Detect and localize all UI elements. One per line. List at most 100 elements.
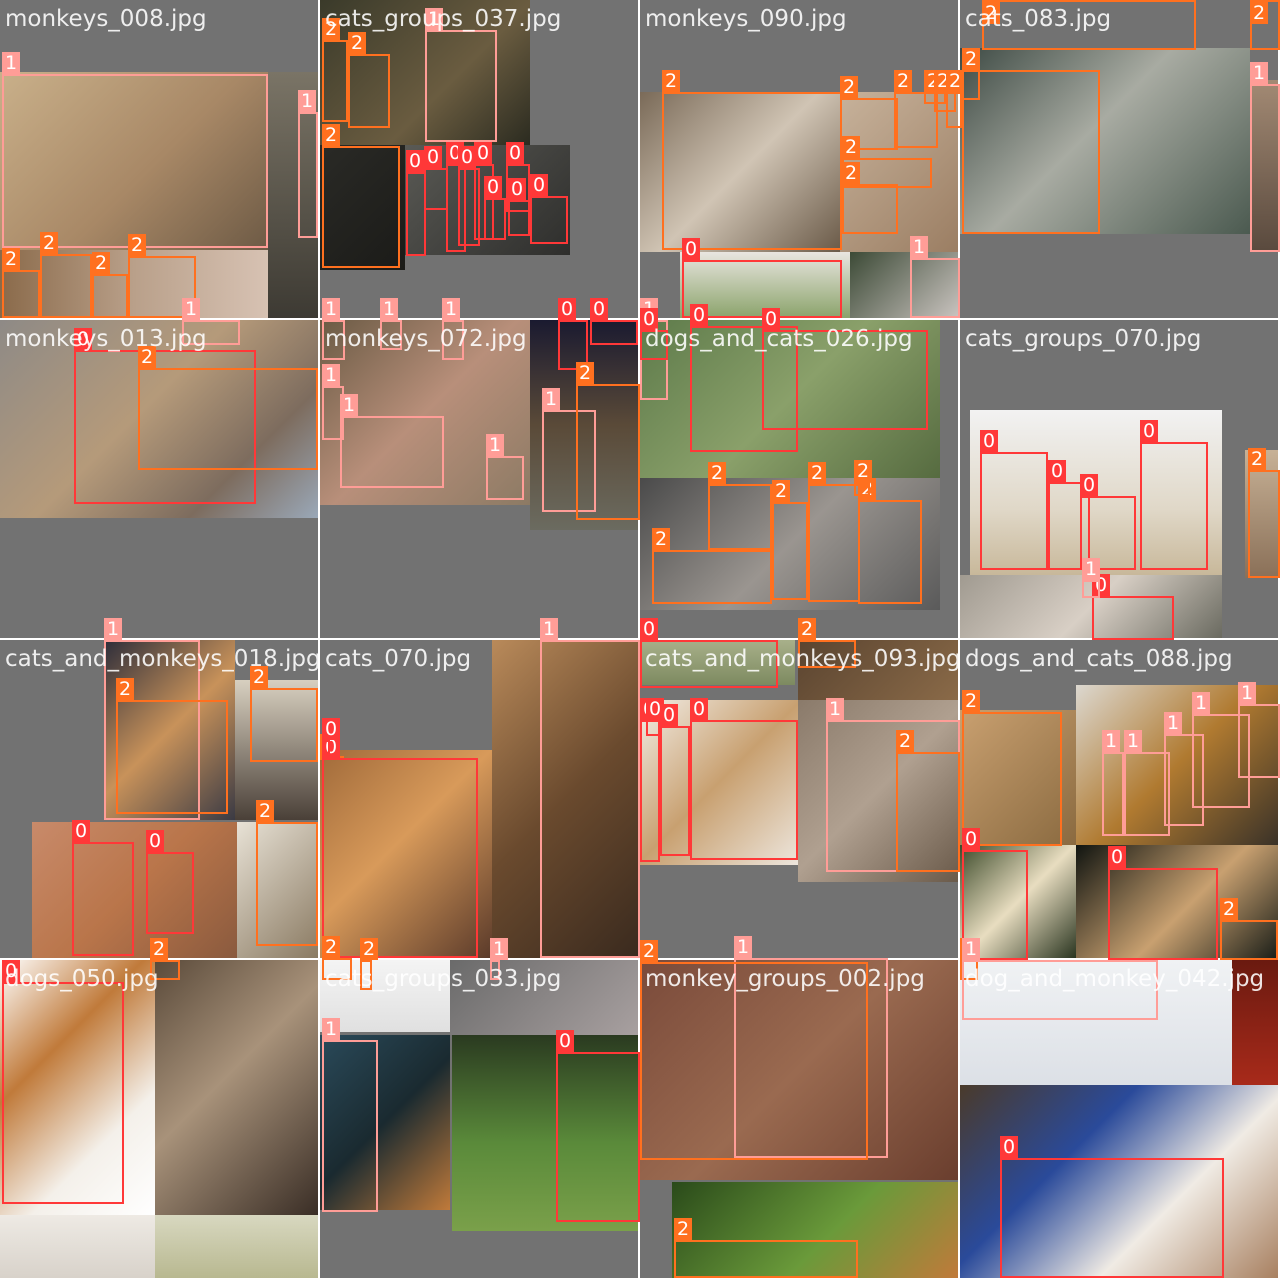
class-label: 1 — [910, 236, 928, 258]
class-label: 2 — [256, 800, 274, 822]
bounding-box: 0 — [146, 830, 194, 934]
cat-photo — [450, 960, 638, 1035]
bounding-box: 0 — [1140, 420, 1208, 570]
class-label: 2 — [1250, 2, 1268, 24]
bounding-box: 1 — [322, 1018, 378, 1212]
bounding-box: 0 — [322, 736, 478, 958]
bounding-box: 1 — [1192, 692, 1250, 808]
bounding-box: 2 — [842, 136, 932, 188]
image-filename: cats_and_monkeys_093.jpg — [645, 646, 958, 672]
class-label: 2 — [854, 460, 872, 482]
bounding-box: 0 — [2, 960, 124, 1204]
class-label: 0 — [690, 698, 708, 720]
bounding-box: 2 — [858, 478, 922, 604]
bounding-box: 1 — [486, 434, 524, 500]
bounding-box: 0 — [424, 146, 448, 210]
bounding-box: 2 — [1250, 0, 1280, 50]
class-label: 0 — [1108, 846, 1126, 868]
class-label: 2 — [92, 252, 110, 274]
bounding-box: 2 — [962, 48, 1100, 234]
monkeys-photo — [1076, 685, 1278, 845]
class-label: 1 — [490, 938, 508, 960]
class-label: 0 — [484, 176, 502, 198]
bounding-box: 1 — [1124, 730, 1170, 836]
cat-and-monkey-photo — [105, 640, 235, 820]
class-label: 1 — [2, 52, 20, 74]
bounding-box: 1 — [962, 938, 1158, 1020]
class-label: 2 — [40, 232, 58, 254]
bounding-box: 0 — [640, 698, 660, 862]
bounding-box: 2 — [652, 528, 772, 604]
bounding-box: 1 — [322, 364, 344, 440]
class-label: 2 — [896, 730, 914, 752]
bounding-box: 2 — [640, 940, 868, 1160]
class-label: 1 — [1124, 730, 1142, 752]
class-label: 0 — [962, 828, 980, 850]
class-label: 0 — [424, 146, 442, 168]
bounding-box: 0 — [558, 298, 588, 370]
class-label: 0 — [458, 146, 476, 168]
class-label: 2 — [798, 618, 816, 640]
monkey-photo — [0, 72, 268, 250]
class-label: 1 — [298, 90, 316, 112]
bounding-box: 2 — [982, 0, 1196, 50]
mosaic-tile: dog_and_monkey_042.jpg — [960, 960, 1278, 1278]
bounding-box: 1 — [1250, 62, 1280, 252]
bounding-box: 0 — [690, 698, 798, 860]
class-label: 0 — [980, 430, 998, 452]
class-label: 2 — [962, 690, 980, 712]
snow-photo — [960, 960, 1232, 1085]
image-filename: monkeys_013.jpg — [5, 326, 207, 352]
bounding-box: 0 — [660, 704, 690, 856]
class-label: 0 — [558, 298, 576, 320]
class-label: 0 — [1140, 420, 1158, 442]
bounding-box: 2 — [128, 234, 196, 318]
bounding-box: 0 — [1080, 474, 1136, 570]
bounding-box: 0 — [962, 828, 1028, 960]
bounding-box: 1 — [2, 52, 268, 248]
class-label: 0 — [506, 142, 524, 164]
bounding-box: 2 — [322, 18, 348, 122]
cat-photo — [1250, 80, 1278, 250]
bounding-box: 2 — [662, 70, 842, 250]
class-label: 1 — [540, 618, 558, 640]
class-label: 2 — [708, 462, 726, 484]
image-filename: cats_and_monkeys_018.jpg — [5, 646, 318, 672]
class-label: 2 — [322, 936, 340, 958]
class-label: 0 — [762, 308, 780, 330]
cat-photo — [798, 640, 958, 700]
dog-photo — [960, 1085, 1278, 1278]
dogs-photo — [32, 822, 237, 958]
wall-photo — [320, 960, 450, 1032]
class-label: 2 — [1248, 448, 1266, 470]
bounding-box: 2 — [360, 938, 378, 990]
class-label: 2 — [1220, 898, 1238, 920]
bounding-box: 0 — [1108, 846, 1218, 960]
image-filename: cats_groups_033.jpg — [325, 966, 562, 992]
bounding-box: 2 — [138, 346, 318, 470]
cat-photo — [235, 680, 318, 820]
class-label: 1 — [1192, 692, 1210, 714]
class-label: 2 — [576, 362, 594, 384]
bounding-box: 0 — [474, 142, 494, 240]
class-label: 2 — [138, 346, 156, 368]
bounding-box: 2 — [116, 678, 228, 814]
bounding-box: 0 — [72, 820, 134, 956]
dog-photo — [320, 750, 492, 958]
cat-photo — [640, 960, 958, 1180]
class-label: 1 — [322, 298, 340, 320]
cat-photo — [640, 92, 840, 252]
monkey-photo — [320, 1035, 450, 1210]
bounding-box: 2 — [1220, 898, 1278, 960]
class-label: 2 — [360, 938, 378, 960]
class-label: 2 — [840, 76, 858, 98]
class-label: 0 — [146, 830, 164, 852]
bounding-box: 0 — [1000, 1136, 1224, 1278]
bounding-box: 2 — [576, 362, 640, 520]
image-filename: dogs_and_cats_088.jpg — [965, 646, 1233, 672]
bounding-box: 0 — [762, 308, 928, 430]
bounding-box: 1 — [1238, 682, 1280, 778]
mosaic-tile: dogs_and_cats_026.jpg — [640, 320, 958, 638]
class-label: 0 — [660, 704, 678, 726]
